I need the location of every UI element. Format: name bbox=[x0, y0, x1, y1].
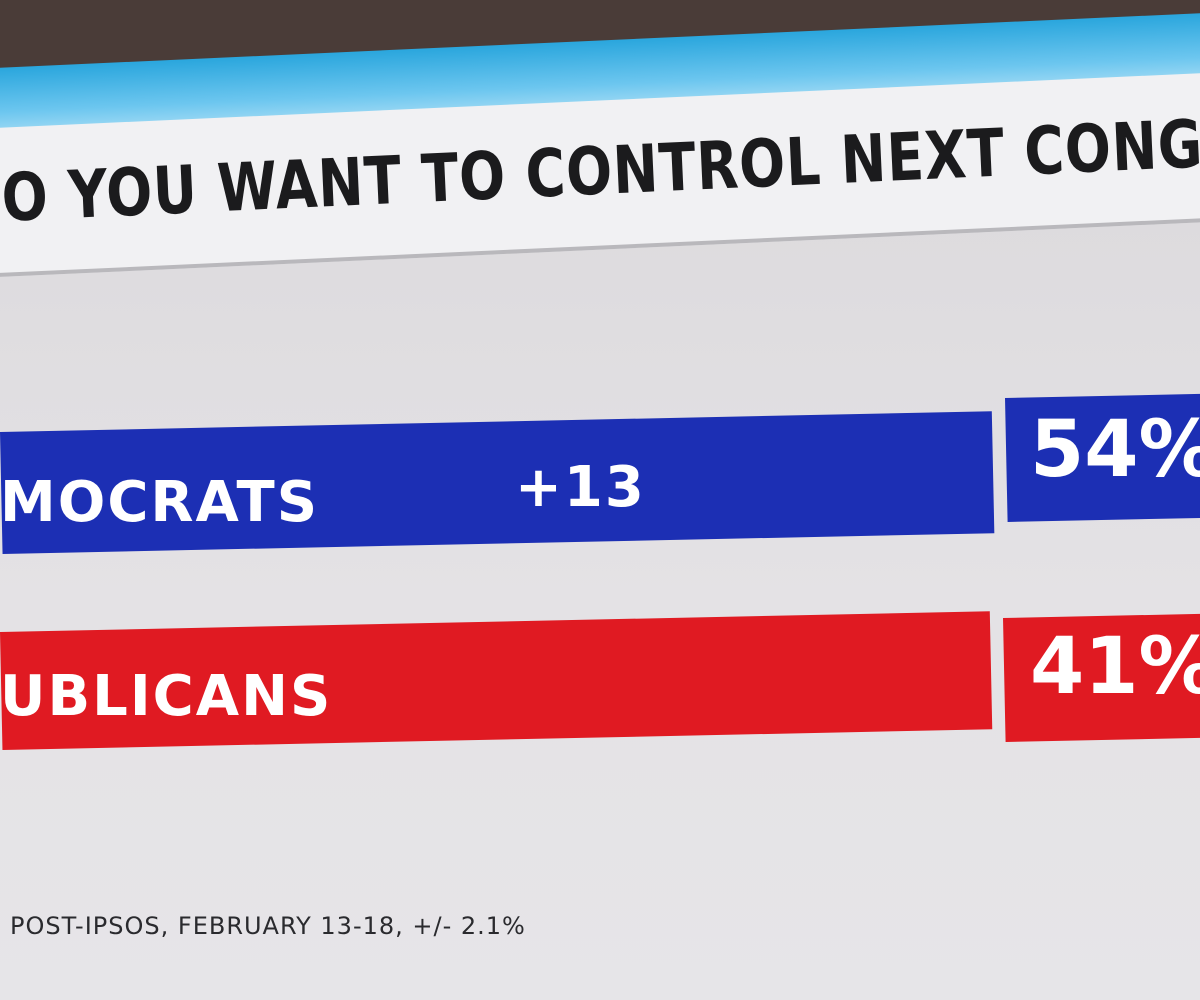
margin-label: +13 bbox=[515, 455, 646, 520]
democrats-label: MOCRATS bbox=[0, 470, 320, 535]
republicans-label: UBLICANS bbox=[0, 664, 333, 729]
source-note: POST-IPSOS, FEBRUARY 13-18, +/- 2.1% bbox=[10, 912, 526, 940]
democrats-value: 54% bbox=[1030, 405, 1200, 495]
republicans-value: 41% bbox=[1030, 622, 1200, 712]
